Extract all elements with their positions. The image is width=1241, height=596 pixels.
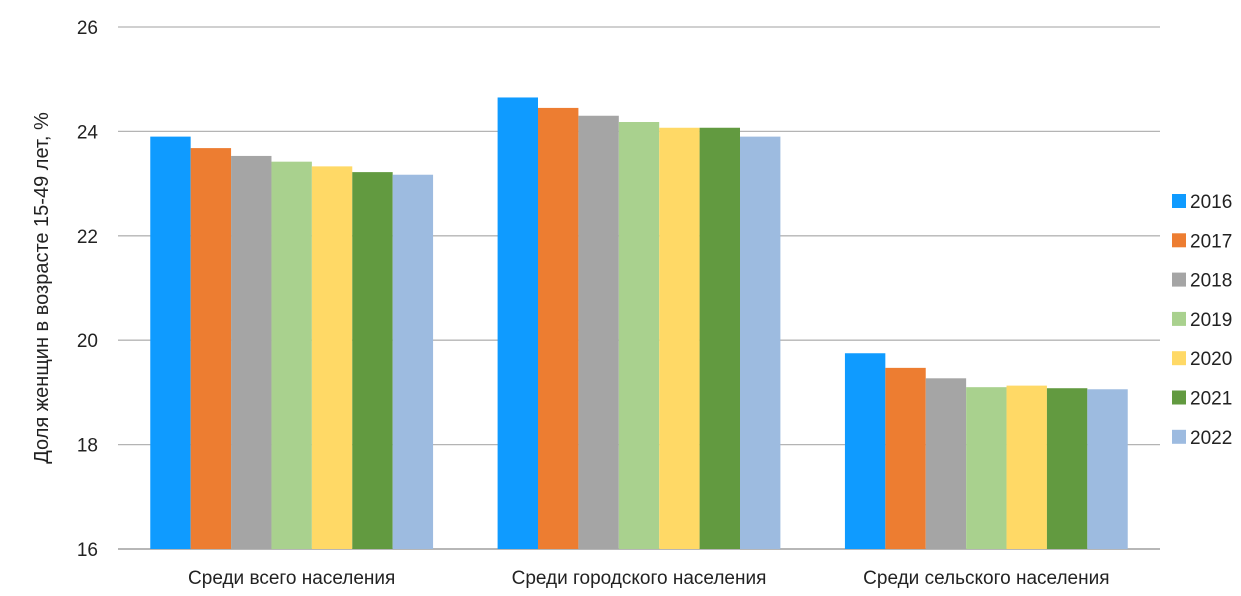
legend-label: 2018 (1190, 271, 1232, 292)
bar-2019 (618, 122, 660, 549)
legend-swatch-2019 (1172, 311, 1186, 326)
bar-2021 (699, 127, 740, 549)
legend-swatch-2022 (1172, 429, 1186, 444)
bar-2016 (150, 136, 191, 549)
bar-2017 (538, 107, 579, 549)
legend-swatch-2017 (1172, 233, 1186, 248)
y-tick-label: 18 (77, 436, 98, 457)
y-tick-label: 22 (77, 227, 98, 248)
legend-swatch-2021 (1172, 390, 1186, 405)
legend: 2016 2017 2018 2019 2020 2021 2022 (1172, 192, 1232, 449)
y-axis-title: Доля женщин в возрасте 15-49 лет, % (31, 112, 53, 464)
legend-label: 2019 (1190, 310, 1232, 331)
bar-2016 (844, 353, 886, 549)
category-label: Среди сельского населения (863, 568, 1109, 589)
y-tick-label: 24 (77, 122, 99, 143)
y-tick-label: 16 (77, 540, 98, 561)
bars (150, 97, 1128, 550)
bar-2021 (352, 172, 393, 549)
y-tick-label: 20 (77, 331, 98, 352)
bar-2022 (392, 174, 434, 549)
y-axis-ticks: 16 18 20 22 24 26 (77, 18, 99, 561)
legend-label: 2021 (1190, 389, 1232, 410)
legend-label: 2020 (1190, 349, 1232, 370)
bar-2020 (659, 127, 700, 549)
legend-swatch-2016 (1172, 194, 1186, 208)
bar-2019 (966, 387, 1007, 549)
bar-2017 (885, 367, 926, 549)
bar-2022 (740, 136, 781, 549)
category-label: Среди городского населения (512, 568, 767, 589)
x-axis-categories: Среди всего населения Среди городского на… (188, 568, 1109, 589)
bar-2016 (497, 97, 538, 549)
bar-2018 (231, 155, 272, 549)
bar-2022 (1087, 389, 1128, 549)
legend-label: 2022 (1190, 428, 1232, 449)
bar-2019 (271, 161, 312, 549)
bar-2018 (925, 378, 967, 549)
bar-2018 (578, 115, 619, 550)
legend-swatch-2020 (1172, 351, 1186, 366)
bar-2020 (1006, 385, 1047, 549)
bar-2020 (311, 166, 353, 549)
bar-2017 (190, 148, 232, 549)
legend-label: 2016 (1190, 192, 1232, 213)
legend-swatch-2018 (1172, 272, 1186, 287)
bar-2021 (1046, 388, 1088, 549)
category-label: Среди всего населения (188, 568, 395, 589)
y-tick-label: 26 (77, 18, 98, 39)
legend-label: 2017 (1190, 231, 1232, 252)
